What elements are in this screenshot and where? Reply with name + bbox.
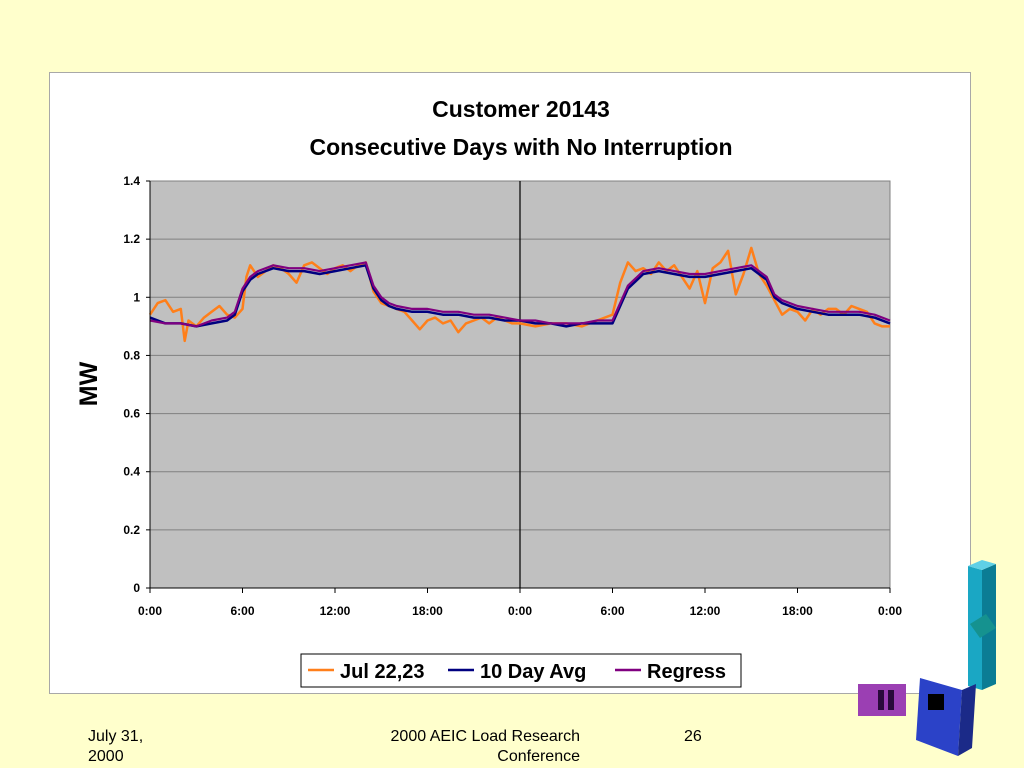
y-tick-label: 1: [133, 290, 140, 304]
chart-title: Customer 20143: [432, 96, 610, 122]
series-line-jul-22-23: [148, 246, 890, 343]
chart-panel: Customer 20143 Consecutive Days with No …: [49, 72, 971, 694]
x-tick-label: 6:00: [600, 604, 624, 618]
footer-conference-line2: Conference: [497, 748, 580, 765]
footer-date-line2: 2000: [88, 748, 124, 765]
y-tick-label: 1.4: [123, 174, 140, 188]
legend-label: Jul 22,23: [340, 661, 425, 683]
legend-label: 10 Day Avg: [480, 661, 586, 683]
y-tick-label: 0.4: [123, 465, 140, 479]
x-tick-label: 6:00: [230, 604, 254, 618]
y-tick-label: 0.6: [123, 407, 140, 421]
y-tick-label: 0: [133, 581, 140, 595]
legend-box: [300, 653, 742, 688]
series-line-10-day-avg: [149, 264, 891, 328]
footer-conference-line1: 2000 AEIC Load Research: [390, 728, 580, 745]
legend-label: Regress: [647, 661, 726, 683]
x-tick-label: 0:00: [878, 604, 902, 618]
x-tick-label: 12:00: [690, 604, 721, 618]
legend-item-jul-22-23: Jul 22,23: [308, 661, 425, 683]
x-tick-label: 0:00: [508, 604, 532, 618]
x-tick-label: 0:00: [138, 604, 162, 618]
series-group: [148, 181, 891, 588]
x-tick-label: 12:00: [320, 604, 351, 618]
y-tick-label: 0.8: [123, 348, 140, 362]
line-chart: Customer 20143 Consecutive Days with No …: [75, 96, 902, 688]
y-tick-label: 0.2: [123, 523, 140, 537]
legend-item-10-day-avg: 10 Day Avg: [448, 661, 586, 683]
y-axis-label: MW: [75, 361, 103, 406]
footer-date-line1: July 31,: [88, 728, 144, 745]
legend: Jul 22,23 10 Day Avg Regress: [300, 653, 742, 688]
x-tick-label: 18:00: [412, 604, 443, 618]
y-tick-label: 1.2: [123, 232, 140, 246]
decorative-blocks-graphic: [858, 560, 996, 756]
x-tick-label: 18:00: [782, 604, 813, 618]
footer-page-number: 26: [684, 728, 702, 745]
chart-subtitle: Consecutive Days with No Interruption: [310, 134, 733, 160]
legend-item-regress: Regress: [615, 661, 726, 683]
series-line-regress: [149, 261, 891, 328]
footer-date: July 31, 2000: [88, 727, 208, 767]
axes: 0 0.2 0.4 0.6 0.8 1 1.2 1.4 0:00 6:00 12:00 18:00 0:…: [123, 174, 902, 618]
footer-conference: 2000 AEIC Load Research Conference: [300, 727, 580, 767]
